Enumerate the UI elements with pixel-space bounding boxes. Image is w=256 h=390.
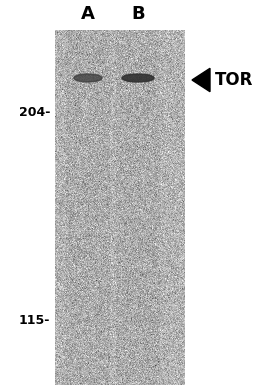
Text: TOR: TOR bbox=[215, 71, 253, 89]
Text: 115-: 115- bbox=[19, 314, 50, 326]
Polygon shape bbox=[192, 68, 210, 92]
Text: B: B bbox=[131, 5, 145, 23]
Text: A: A bbox=[81, 5, 95, 23]
Ellipse shape bbox=[74, 74, 102, 82]
Text: 204-: 204- bbox=[19, 106, 50, 119]
Ellipse shape bbox=[122, 74, 154, 82]
